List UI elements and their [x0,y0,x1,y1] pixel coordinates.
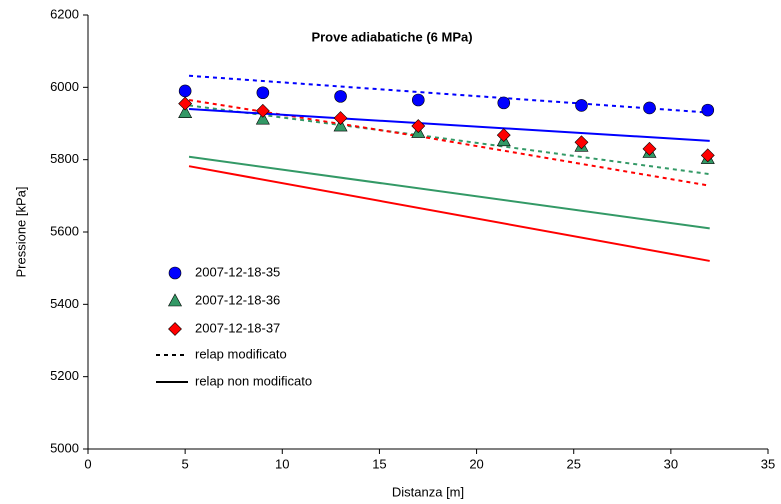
marker [643,101,656,115]
legend-label: relap modificato [195,346,287,361]
marker [255,111,270,125]
fit-line [188,108,710,142]
y-tick-label: 5200 [50,368,79,383]
legend-marker [168,322,182,336]
x-tick-label: 5 [182,456,189,471]
marker [497,96,511,110]
legend-marker [167,293,183,307]
x-axis-label: Distanza [m] [392,484,464,499]
x-tick-label: 35 [761,456,775,471]
y-tick-label: 6200 [50,6,79,21]
x-tick-label: 20 [469,456,483,471]
fit-line [188,104,710,176]
marker [334,90,347,103]
y-tick-label: 5800 [50,151,79,166]
chart-title: Prove adiabatiche (6 MPa) [311,29,472,44]
marker [178,105,193,118]
marker [333,111,348,125]
marker [333,118,348,132]
marker [574,135,589,150]
marker [178,84,192,98]
legend-label: 2007-12-18-35 [195,264,280,279]
y-axis-label: Pressione [kPa] [13,186,28,277]
x-tick-label: 0 [84,456,91,471]
x-tick-label: 25 [566,456,580,471]
legend-marker [168,266,182,280]
marker [700,148,715,163]
y-tick-label: 5600 [50,223,79,238]
fit-line [188,165,710,262]
x-tick-label: 10 [275,456,289,471]
legend-label: relap non modificato [195,373,312,388]
marker [642,141,657,156]
x-tick-label: 30 [664,456,678,471]
fit-line [188,74,710,114]
y-tick-label: 6000 [50,79,79,94]
y-tick-label: 5000 [50,440,79,455]
marker [178,96,193,111]
marker [255,103,270,118]
marker [411,119,426,133]
marker [411,93,425,107]
marker [256,86,270,100]
x-tick-label: 15 [372,456,386,471]
marker [701,103,715,117]
fit-line [188,155,710,230]
legend-label: 2007-12-18-37 [195,320,280,335]
legend-label: 2007-12-18-36 [195,292,280,307]
marker [575,99,588,112]
marker [496,128,511,142]
y-tick-label: 5400 [50,296,79,311]
